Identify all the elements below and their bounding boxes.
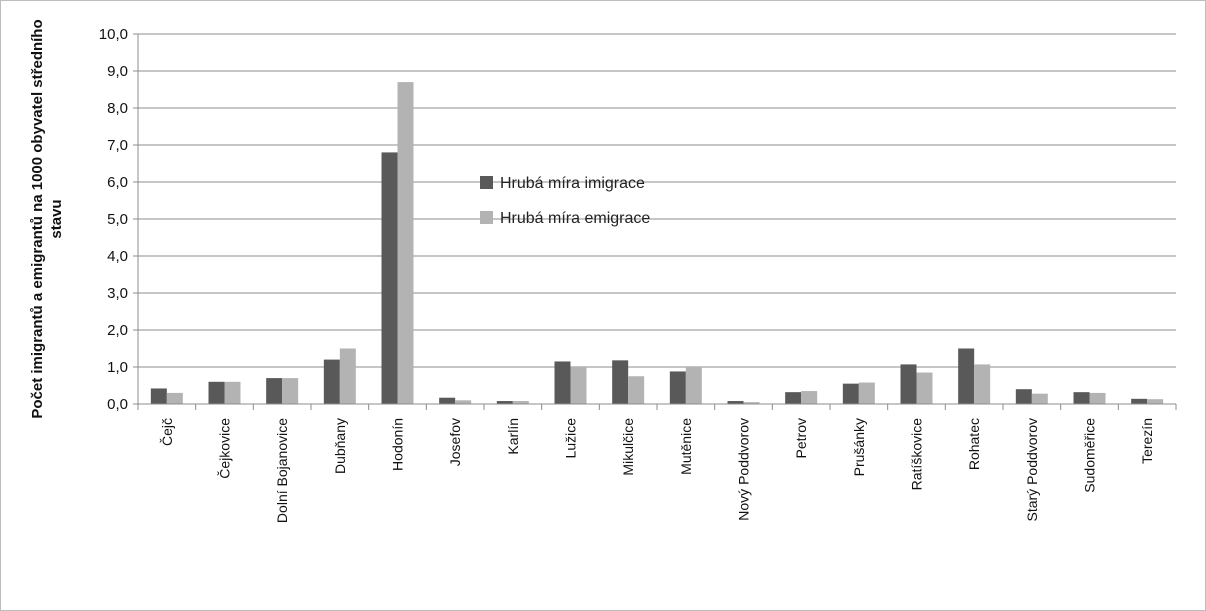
y-tick-label: 7,0 xyxy=(107,137,128,154)
bar xyxy=(224,381,241,404)
x-category-label: Petrov xyxy=(793,418,809,458)
bar xyxy=(1131,398,1148,404)
x-category-label: Karlín xyxy=(505,418,521,455)
axes xyxy=(133,33,1177,410)
bar xyxy=(570,366,587,404)
legend-label: Hrubá míra imigrace xyxy=(500,175,645,192)
bar xyxy=(727,401,744,404)
x-category-label: Lužice xyxy=(563,418,579,459)
x-category-label: Nový Poddvorov xyxy=(736,418,752,521)
bar xyxy=(1147,399,1164,404)
x-category-label: Hodonín xyxy=(390,418,406,471)
bar xyxy=(1089,392,1106,404)
bar xyxy=(628,376,645,404)
x-category-label: Rohatec xyxy=(966,418,982,470)
bar xyxy=(455,400,472,404)
bar xyxy=(282,378,299,404)
bar xyxy=(669,371,686,404)
bar xyxy=(916,372,933,404)
axis-labels: 0,0 1,0 2,0 3,0 4,0 5,0 6,0 7,0 8,0 9,0 10,0 Čejč Če… xyxy=(99,26,1155,523)
y-tick-label: 9,0 xyxy=(107,63,128,80)
bar xyxy=(785,392,802,404)
legend-label: Hrubá míra emigrace xyxy=(500,210,650,227)
bar xyxy=(439,397,456,404)
bar xyxy=(974,364,991,404)
x-category-label: Ratíškovice xyxy=(909,418,925,491)
y-tick-label: 1,0 xyxy=(107,359,128,376)
x-category-label: Čejč xyxy=(159,418,175,446)
bar xyxy=(1073,392,1090,404)
bars xyxy=(150,82,1164,404)
bar xyxy=(150,388,167,404)
bar xyxy=(801,391,818,404)
bar xyxy=(1015,389,1032,404)
x-category-label: Čejkovice xyxy=(217,418,233,479)
x-category-label: Dolní Bojanovice xyxy=(274,418,290,523)
y-tick-label: 5,0 xyxy=(107,211,128,228)
bar xyxy=(496,401,513,404)
bar xyxy=(323,359,340,404)
y-tick-label: 6,0 xyxy=(107,174,128,191)
legend: Hrubá míra imigrace Hrubá míra emigrace xyxy=(480,175,650,227)
bar xyxy=(266,378,283,404)
bar xyxy=(958,348,975,404)
y-tick-label: 4,0 xyxy=(107,248,128,265)
bar xyxy=(512,401,529,404)
bar xyxy=(900,364,917,404)
bar xyxy=(397,82,414,404)
x-category-label: Sudoměřice xyxy=(1082,418,1098,493)
y-tick-label: 3,0 xyxy=(107,285,128,302)
y-axis-title-line: Počet imigrantů a emigrantů na 1000 obyv… xyxy=(29,19,46,418)
bar xyxy=(554,361,571,404)
gridlines xyxy=(138,33,1176,405)
bar xyxy=(858,382,875,404)
x-category-label: Starý Poddvorov xyxy=(1024,418,1040,522)
legend-swatch xyxy=(480,211,493,224)
bar xyxy=(743,402,760,404)
y-tick-label: 0,0 xyxy=(107,396,128,413)
y-axis-title-line: stavu xyxy=(48,199,65,238)
y-tick-label: 2,0 xyxy=(107,322,128,339)
bar xyxy=(612,360,629,404)
bar xyxy=(842,383,859,404)
bar xyxy=(1031,393,1048,404)
x-category-label: Prušánky xyxy=(851,418,867,476)
y-axis-title: Počet imigrantů a emigrantů na 1000 obyv… xyxy=(29,19,65,418)
y-tick-label: 10,0 xyxy=(99,26,128,43)
x-category-label: Josefov xyxy=(447,418,463,466)
x-category-label: Mutěnice xyxy=(678,418,694,475)
x-category-label: Dubňany xyxy=(332,418,348,474)
x-category-label: Terezín xyxy=(1139,418,1155,464)
bar xyxy=(339,348,356,404)
y-tick-label: 8,0 xyxy=(107,100,128,117)
bar xyxy=(381,152,398,404)
bar xyxy=(685,367,702,404)
x-category-label: Mikulčice xyxy=(620,418,636,476)
bar xyxy=(166,392,183,404)
legend-swatch xyxy=(480,176,493,189)
bar xyxy=(208,381,225,404)
